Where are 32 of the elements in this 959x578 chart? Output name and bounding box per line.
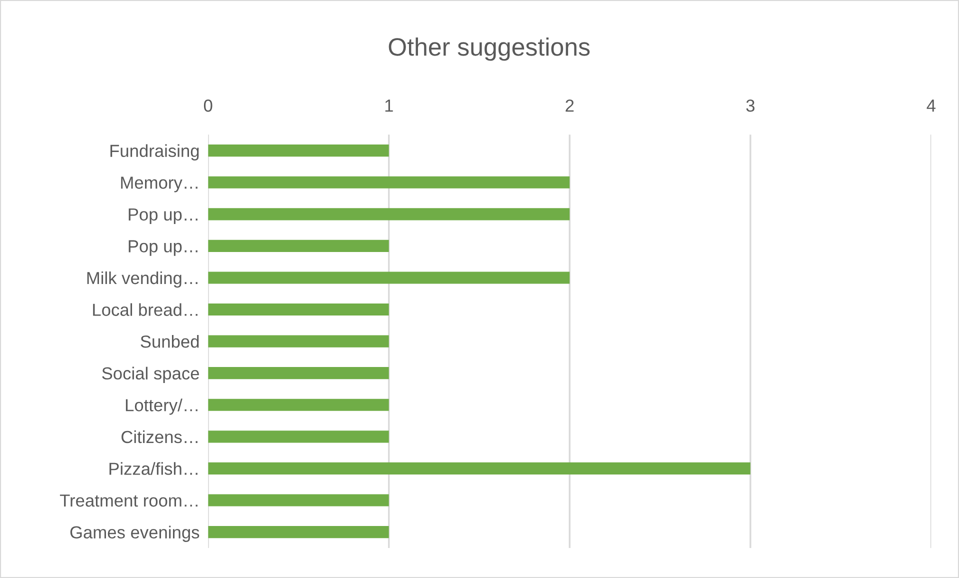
y-tick-label: Local bread… [93, 303, 198, 316]
chart-title: Other suggestions [388, 37, 590, 61]
y-tick-label: Pizza/fish… [110, 462, 198, 475]
y-tick-label: Pop up… [128, 240, 198, 256]
y-tick-label: Games evenings [70, 526, 200, 542]
bar [208, 303, 389, 316]
y-tick-label: Social space [102, 366, 199, 383]
bar [208, 335, 389, 348]
bar [208, 430, 389, 443]
x-tick-label: 1 [385, 100, 393, 112]
x-tick-label: 2 [566, 100, 574, 112]
y-tick-label: Sunbed [140, 335, 199, 348]
x-tick-label: 3 [746, 100, 754, 112]
y-tick-label: Treatment room… [60, 494, 198, 507]
y-tick-label: Lottery/… [126, 398, 198, 415]
bar [208, 367, 389, 380]
x-tick-label: 4 [926, 100, 936, 112]
bar [208, 272, 570, 284]
bar [208, 494, 389, 506]
y-tick-label: Memory… [121, 176, 198, 192]
y-tick-label: Pop up… [128, 208, 198, 224]
bar [208, 176, 570, 188]
bar [208, 144, 389, 157]
bar [208, 462, 750, 475]
y-tick-label: Citizens… [122, 430, 198, 444]
y-tick-label: Fundraising [110, 144, 199, 160]
y-tick-label: Milk vending… [87, 271, 198, 288]
bar [208, 398, 389, 411]
x-tick-label: 0 [204, 100, 212, 112]
bar [208, 208, 570, 220]
bar [208, 526, 389, 538]
bar [208, 240, 389, 252]
